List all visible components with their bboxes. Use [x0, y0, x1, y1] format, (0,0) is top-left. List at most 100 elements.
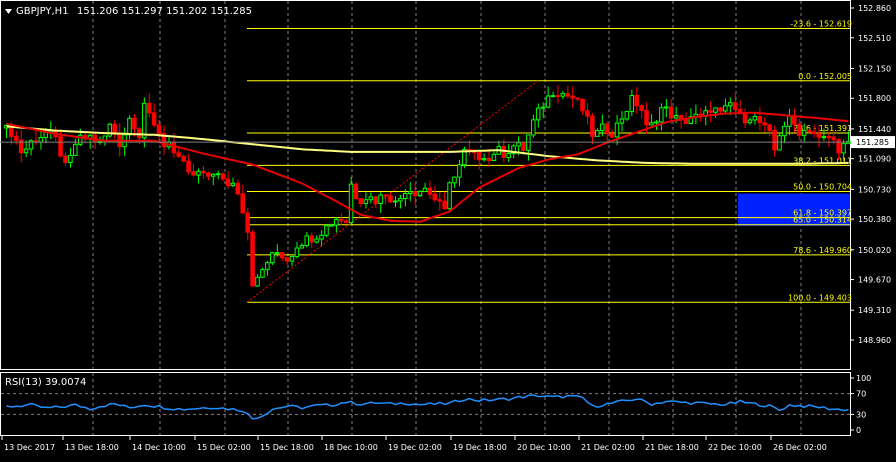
- candle-bull: [821, 136, 827, 139]
- candle-bear: [432, 193, 438, 201]
- rsi-axis-label: 0: [856, 426, 861, 435]
- rsi-label: RSI(13) 39.0074: [5, 377, 86, 388]
- candle-bull: [363, 199, 369, 204]
- rsi-line: [6, 394, 849, 420]
- candle-bull: [215, 173, 221, 176]
- candle-bull: [673, 115, 679, 119]
- price-axis-label: 149.310: [858, 306, 891, 315]
- candle-bear: [58, 136, 63, 157]
- price-axis-label: 150.020: [858, 246, 891, 255]
- candle-bear: [580, 98, 585, 112]
- candle-bear: [18, 139, 24, 154]
- candle-bull: [265, 262, 270, 271]
- ohlc-label: 151.206 151.297 151.202 151.285: [77, 6, 252, 17]
- candle-bull: [398, 198, 403, 202]
- candle-bear: [191, 171, 196, 176]
- candle-bear: [501, 146, 506, 158]
- candle-bear: [811, 131, 817, 135]
- candle-bear: [575, 97, 580, 100]
- candle-bull: [422, 187, 428, 192]
- current-price-label: 151.285: [856, 138, 889, 147]
- candle-bear: [383, 194, 388, 197]
- candle-bull: [73, 143, 78, 156]
- candle-bear: [245, 212, 250, 233]
- time-axis-label: 14 Dec 10:00: [132, 443, 186, 452]
- candle-bear: [176, 152, 181, 157]
- price-axis-label: 149.670: [858, 276, 891, 285]
- candle-bear: [250, 231, 255, 287]
- price-axis-label: 152.150: [858, 64, 891, 73]
- candle-bear: [634, 95, 639, 107]
- time-axis-label: 13 Dec 18:00: [65, 443, 119, 452]
- price-axis-label: 150.380: [858, 215, 891, 224]
- candle-bull: [289, 255, 295, 262]
- time-axis-label: 15 Dec 18:00: [260, 443, 314, 452]
- candle-bull: [255, 276, 260, 287]
- support-zone-rect: [738, 193, 850, 226]
- candle-bull: [624, 110, 630, 120]
- candle-bull: [402, 193, 408, 200]
- candle-bull: [841, 143, 846, 154]
- dropdown-arrow-icon[interactable]: [5, 9, 12, 14]
- candle-bull: [127, 117, 132, 136]
- fibo-level-label: 78.6 - 149.960: [793, 246, 852, 255]
- candle-bull: [23, 148, 29, 154]
- candle-bull: [649, 122, 654, 126]
- candle-bear: [708, 110, 713, 113]
- candle-bull: [663, 106, 669, 109]
- candle-bear: [156, 124, 162, 135]
- candle-bull: [77, 134, 83, 145]
- ma-slow-line: [6, 125, 849, 165]
- price-axis-label: 150.730: [858, 185, 891, 194]
- candle-bull: [752, 116, 758, 121]
- candle-bear: [412, 191, 418, 197]
- rsi-axis-label: 70: [856, 390, 866, 399]
- time-axis-label: 19 Dec 18:00: [453, 443, 507, 452]
- candle-bull: [481, 158, 487, 161]
- candle-bull: [378, 194, 383, 204]
- candle-bull: [141, 102, 147, 139]
- candle-bear: [181, 155, 186, 162]
- price-axis-label: 151.090: [858, 155, 891, 164]
- main-plot-frame: [0, 0, 851, 370]
- candle-bear: [831, 136, 836, 141]
- fibo-level-label: 23.6 - 151.391: [793, 124, 852, 133]
- candle-bear: [437, 199, 442, 202]
- candle-bull: [545, 95, 551, 108]
- candle-bull: [210, 173, 216, 177]
- candle-bear: [609, 133, 615, 138]
- candle-bear: [683, 119, 689, 124]
- candle-bull: [334, 218, 339, 226]
- candle-bull: [787, 115, 792, 127]
- candle-bear: [585, 110, 590, 117]
- candle-bull: [407, 191, 413, 195]
- candle-bull: [540, 106, 546, 109]
- candle-bull: [531, 119, 536, 136]
- time-axis-label: 19 Dec 02:00: [388, 443, 442, 452]
- candle-bull: [368, 196, 374, 201]
- candle-bear: [762, 122, 767, 126]
- candle-bear: [353, 183, 359, 200]
- candle-bear: [806, 129, 812, 133]
- candle-bull: [516, 142, 521, 147]
- candle-bear: [486, 158, 492, 161]
- candle-bull: [447, 182, 452, 210]
- candle-bear: [590, 115, 595, 137]
- time-axis-label: 18 Dec 10:00: [324, 443, 378, 452]
- fibo-level-label: 61.8 - 150.397: [793, 209, 852, 218]
- candle-bear: [604, 123, 610, 135]
- candle-bull: [550, 95, 556, 98]
- candle-bear: [476, 152, 482, 161]
- candle-bear: [570, 95, 575, 99]
- candle-bear: [201, 170, 206, 174]
- candle-bull: [68, 154, 73, 164]
- price-axis-label: 148.960: [858, 336, 891, 345]
- candle-bull: [723, 105, 728, 112]
- candle-bear: [732, 102, 738, 110]
- candle-bull: [535, 107, 541, 121]
- candle-bear: [836, 139, 841, 154]
- candle-bull: [713, 107, 718, 113]
- candle-bear: [373, 196, 378, 204]
